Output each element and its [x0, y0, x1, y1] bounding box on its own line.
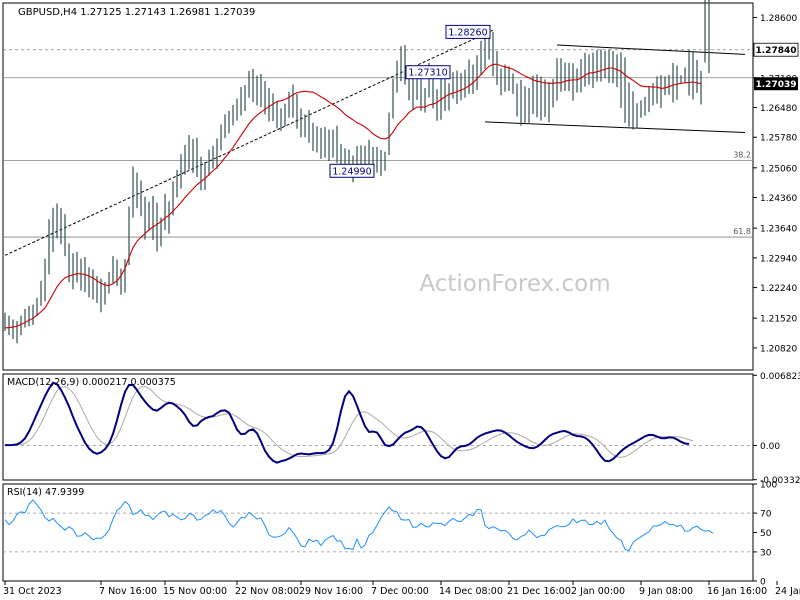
price-annotation-label: 1.24990 — [332, 166, 371, 177]
current-price-tag-label: 1.27039 — [756, 80, 797, 90]
price-ytick-label: 1.20820 — [760, 344, 797, 354]
price-ytick-label: 1.21520 — [760, 315, 797, 325]
price-ytick-label: 1.28600 — [760, 14, 797, 24]
rsi-title: RSI(14) 47.9399 — [7, 487, 84, 498]
rsi-ytick-label: 100 — [760, 481, 777, 491]
rsi-line — [4, 499, 714, 552]
rsi-panel: 100 70 50 30 0 RSI(14) 47.9399 — [2, 481, 777, 588]
time-tick-label: 22 Nov 08:00 — [235, 586, 299, 597]
time-tick-label: 7 Nov 16:00 — [99, 586, 157, 597]
time-tick-label: 31 Oct 2023 — [3, 586, 62, 597]
current-price-tag-box — [754, 77, 798, 91]
fib-level-label: 61.8 — [733, 227, 751, 236]
price-ytick-label: 1.23640 — [760, 225, 797, 235]
macd-signal-line — [5, 385, 694, 458]
price-ytick-label: 1.22240 — [760, 284, 797, 294]
macd-ytick-label: 0.006823 — [760, 372, 800, 382]
trendline — [484, 121, 746, 134]
moving-average-line — [4, 63, 702, 329]
trendline — [556, 44, 746, 55]
price-annotation-box — [329, 163, 375, 178]
time-tick-label: 14 Dec 08:00 — [439, 586, 503, 597]
macd-panel: 0.006823 0.00 -0.003321 MACD(12,26,9) 0.000… — [2, 372, 800, 486]
price-annotation-label: 1.27310 — [408, 68, 447, 79]
symbol-label: GBPUSD,H4 1.27125 1.27143 1.26981 1.2703… — [18, 7, 255, 18]
macd-title: MACD(12,26,9) 0.000217 0.000375 — [7, 377, 176, 388]
level-price-tag-box — [753, 42, 799, 57]
price-panel: 1.286001.278401.271801.264801.257801.250… — [2, 0, 799, 371]
time-tick-label: 9 Jan 08:00 — [639, 586, 693, 597]
price-ytick-label: 1.25780 — [760, 134, 797, 144]
price-annotation-box — [445, 24, 491, 39]
price-ytick-label: 1.22940 — [760, 254, 797, 264]
time-tick-label: 16 Jan 16:00 — [707, 586, 767, 597]
level-price-tag-label: 1.27840 — [756, 46, 797, 56]
price-annotation-box — [405, 65, 451, 80]
price-annotation-label: 1.28260 — [448, 27, 487, 38]
macd-ytick-label: 0.00 — [760, 442, 780, 452]
time-tick-label: 29 Nov 16:00 — [299, 586, 363, 597]
rsi-ytick-label: 30 — [760, 548, 772, 558]
time-tick-label: 15 Nov 00:00 — [163, 586, 227, 597]
price-panel-frame — [2, 2, 754, 371]
fib-level-label: 38.2 — [733, 151, 751, 160]
price-ytick-label: 1.26480 — [760, 104, 797, 114]
price-ytick-label: 1.25060 — [760, 164, 797, 174]
macd-panel-frame — [2, 373, 754, 481]
macd-ytick-label: -0.003321 — [760, 476, 800, 486]
rsi-ytick-label: 50 — [760, 529, 772, 539]
time-tick-label: 24 Jan 00:00 — [775, 586, 800, 597]
time-tick-label: 7 Dec 00:00 — [371, 586, 429, 597]
time-axis: 31 Oct 2023 7 Nov 16:00 15 Nov 00:00 22 Nov… — [3, 581, 800, 597]
time-tick-label: 2 Jan 00:00 — [571, 586, 625, 597]
macd-line — [5, 381, 690, 464]
price-ytick-label: 1.24360 — [760, 194, 797, 204]
rsi-ytick-label: 0 — [760, 578, 766, 588]
watermark: ActionForex.com — [419, 271, 610, 297]
time-tick-label: 21 Dec 16:00 — [507, 586, 571, 597]
rsi-ytick-label: 70 — [760, 510, 772, 520]
